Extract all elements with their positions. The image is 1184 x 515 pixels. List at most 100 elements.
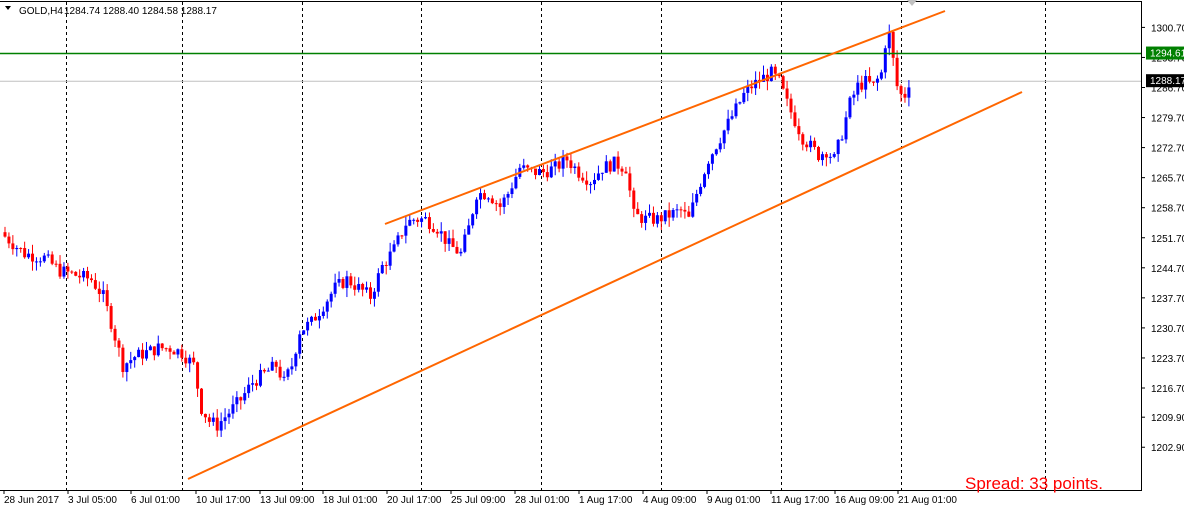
candle-body [227,413,231,418]
candle-body [113,328,117,341]
candle-body [663,210,667,222]
candle-body [180,349,184,358]
candle-body [695,193,699,203]
x-tick-label: 28 Jul 01:00 [515,495,570,506]
candle-body [38,261,42,263]
candle-body [667,210,671,218]
candle-body [490,198,494,204]
candle-body [691,202,695,217]
candle-body [883,48,887,73]
candle-body [317,315,321,321]
candle-body [879,72,883,79]
candle-body [396,235,400,245]
candle-body [117,340,121,348]
candle-body [644,215,648,223]
candle-body [581,177,585,181]
candle-body [561,156,565,169]
candle-body [648,212,652,216]
candle-body [361,283,365,290]
candle-body [384,264,388,266]
x-tick-label: 10 Jul 17:00 [196,495,251,506]
price-axis[interactable]: 1300.701293.701286.701279.701272.701265.… [1141,23,1184,454]
candle-body [875,78,879,83]
candle-body [891,31,895,58]
time-axis[interactable]: 28 Jun 2017 3 Jul 05:00 6 Jul 01:00 10 Jul … [3,490,957,506]
chart-shift-marker-icon[interactable] [907,0,917,6]
candle-body [805,144,809,148]
candle-body [329,293,333,302]
x-tick-label: 1 Aug 17:00 [579,495,633,506]
candle-body [860,82,864,90]
candle-body [137,349,141,358]
candle-body [659,215,663,222]
candle-body [443,231,447,244]
candle-body [270,361,274,371]
channel-upper-line[interactable] [384,10,946,225]
candle-body [640,214,644,223]
candle-body [219,421,223,431]
candle-body [400,235,404,237]
y-tick-label: 1209.90 [1151,413,1184,424]
candle-body [679,209,683,211]
candle-body [718,143,722,150]
candle-body [636,208,640,215]
candle-body [797,126,801,135]
y-tick-label: 1279.70 [1151,114,1184,125]
candle-body [769,66,773,82]
candle-body [746,86,750,93]
candle-body [345,276,349,288]
candle-body [537,168,541,176]
candle-body [19,247,23,249]
candle-body [93,280,97,289]
candle-body [306,321,310,331]
candle-body [62,266,66,277]
candle-body [368,287,372,299]
candle-body [596,173,600,180]
candle-body [840,139,844,141]
candle-body [34,261,38,263]
candle-body [577,166,581,178]
candle-body [467,225,471,235]
candle-body [427,217,431,230]
channel-lower-line[interactable] [187,91,1023,480]
x-tick-label: 13 Jul 09:00 [260,495,315,506]
candle-body [333,282,337,294]
symbol-label: GOLD,H4 [19,6,63,17]
x-tick-label: 18 Jul 01:00 [323,495,378,506]
candle-body [231,404,235,414]
candle-body [687,211,691,217]
candle-body [541,168,545,173]
candle-body [726,118,730,131]
candle-body [184,357,188,364]
candle-body [651,212,655,224]
candle-body [671,209,675,218]
candle-body [907,87,911,98]
candle-body [565,156,569,161]
y-tick-label: 1251.70 [1151,234,1184,245]
candle-body [616,156,620,169]
spread-label: Spread: 33 points. [965,474,1103,493]
candle-body [486,198,490,200]
candle-body [828,156,832,158]
candle-body [773,66,777,74]
candle-body [475,199,479,215]
candle-body [604,161,608,173]
candle-body [420,218,424,222]
chart-menu-arrow-icon[interactable] [5,6,11,10]
candle-body [820,154,824,161]
candle-body [706,163,710,175]
candle-body [471,214,475,226]
candle-body [589,184,593,186]
candle-body [207,417,211,422]
candle-body [813,140,817,147]
candle-body [447,238,451,244]
candle-body [223,417,227,422]
candle-body [722,130,726,144]
candle-body [294,353,298,367]
trend-channel[interactable] [187,10,1023,480]
candle-body [376,273,380,292]
candle-body [3,232,7,237]
candle-body [129,360,133,364]
candle-body [278,366,282,378]
